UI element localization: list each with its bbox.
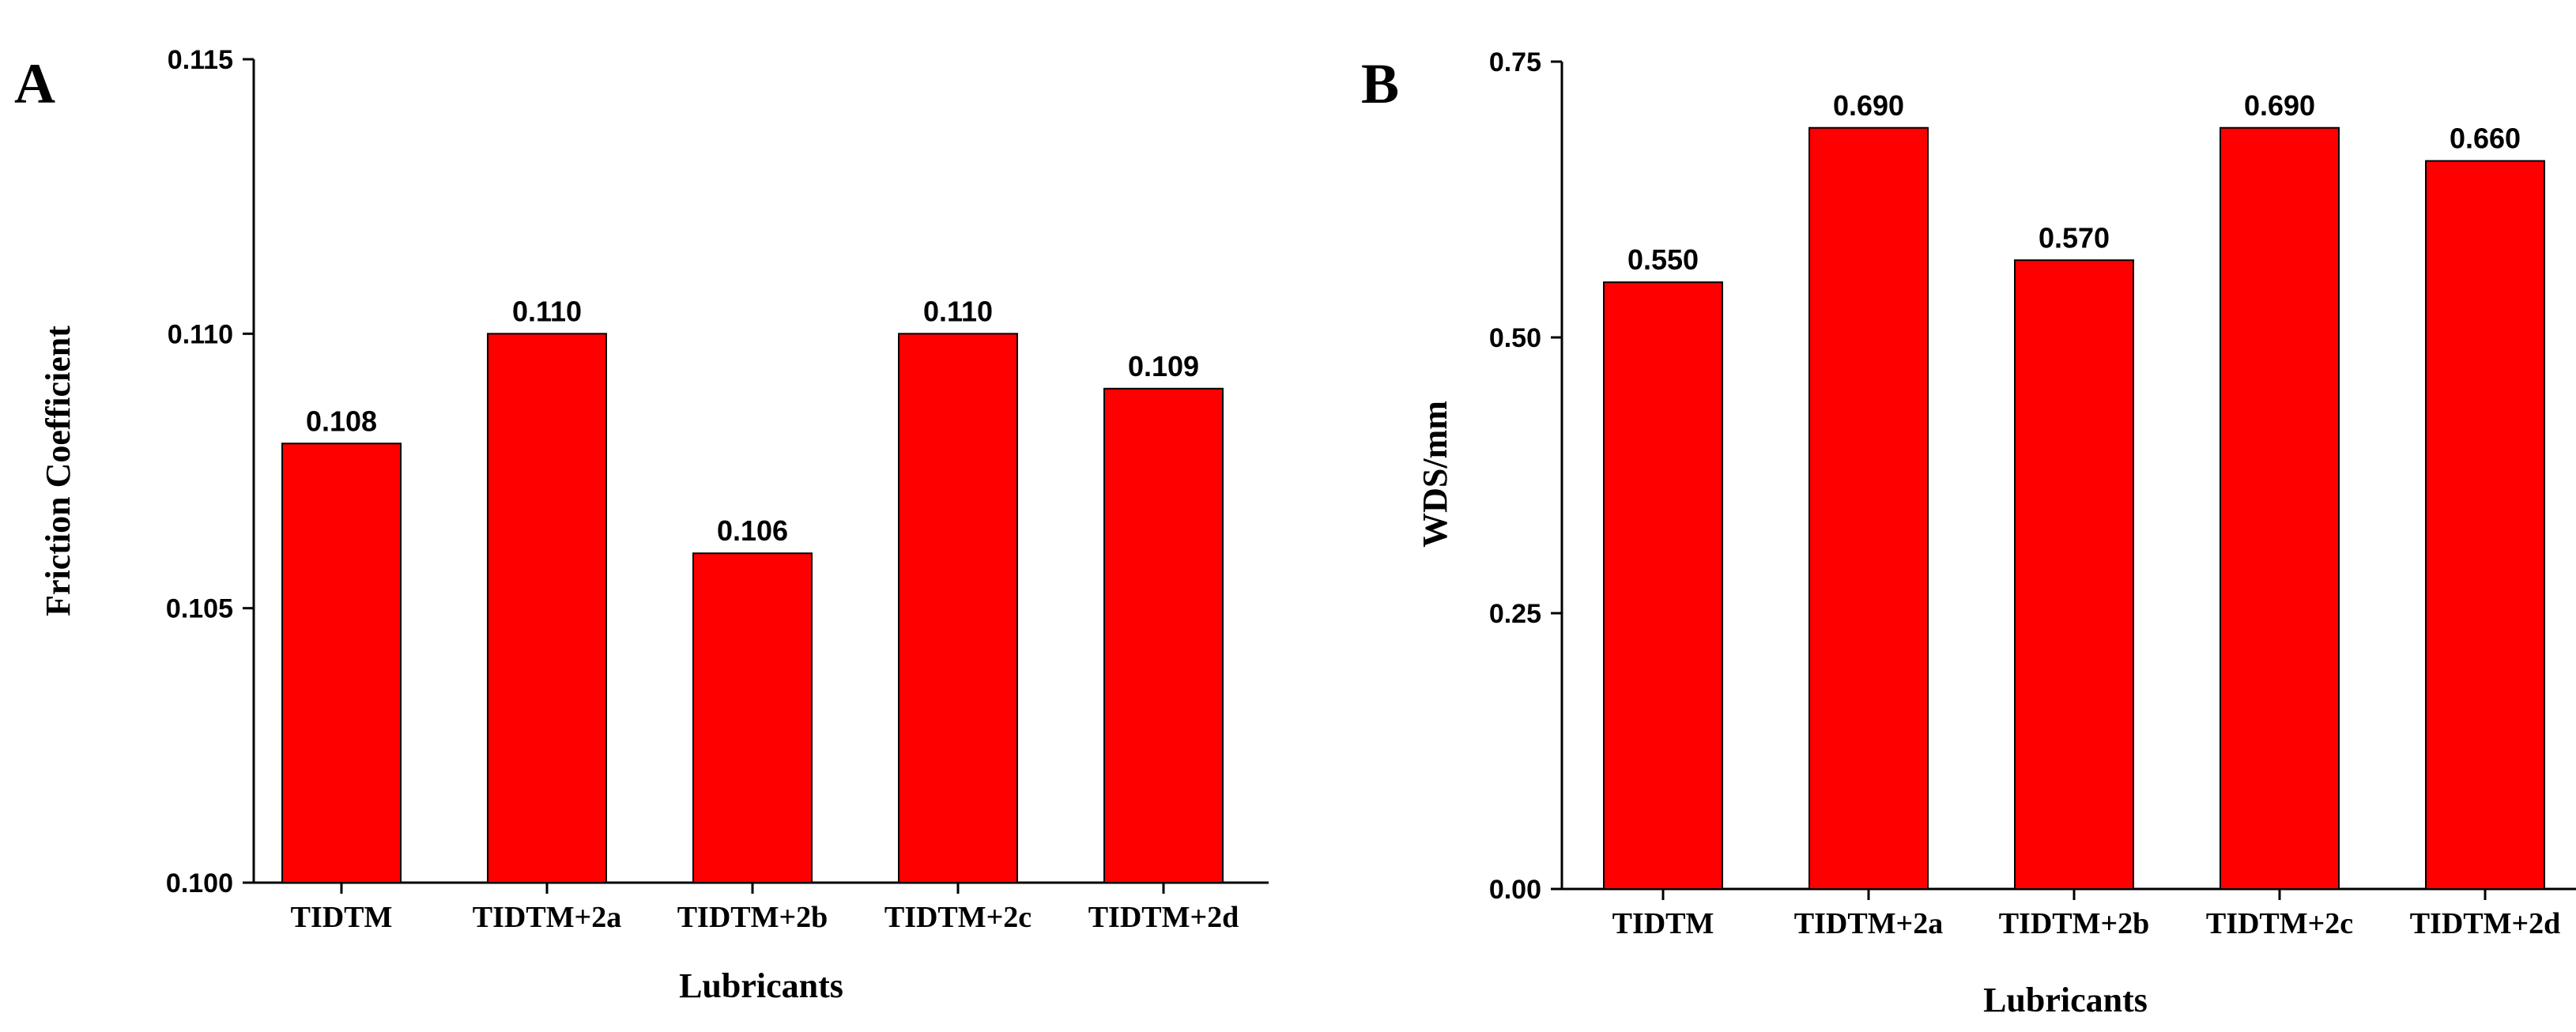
y-tick-label-b: 0.00 (1489, 875, 1541, 905)
data-label-b-4: 0.690 (2244, 89, 2315, 122)
y-axis-title-a: Friction Coefficient (39, 326, 77, 616)
x-axis-title-a: Lubricants (679, 966, 843, 1005)
x-tick-label-a-2: TIDTM+2a (473, 901, 621, 934)
chart-panel-b: B 0.000.250.500.75 0.5500.6900.5700.6900… (1361, 47, 2576, 1019)
y-tick-label-a: 0.115 (168, 45, 233, 75)
bar-a-4 (898, 333, 1018, 884)
y-tick-label-a: 0.110 (168, 319, 233, 349)
x-tick-label-b-4: TIDTM+2c (2206, 907, 2353, 940)
bar-a-1 (281, 443, 402, 883)
y-tick-label-a: 0.105 (166, 594, 233, 624)
bar-a-5 (1103, 387, 1224, 883)
data-label-b-5: 0.660 (2450, 122, 2521, 155)
x-tick-label-b-5: TIDTM+2d (2410, 907, 2561, 940)
panel-letter-a: A (14, 52, 55, 115)
data-label-a-3: 0.106 (717, 514, 788, 547)
x-tick-label-b-3: TIDTM+2b (1999, 907, 2150, 940)
y-tick-label-b: 0.50 (1489, 323, 1541, 353)
data-label-b-1: 0.550 (1627, 243, 1699, 276)
bar-a-2 (487, 333, 607, 884)
x-tick-label-b-1: TIDTM (1612, 907, 1714, 940)
data-label-a-2: 0.110 (512, 295, 582, 327)
y-tick-label-b: 0.25 (1489, 599, 1541, 629)
bar-b-5 (2425, 160, 2545, 890)
x-tick-label-b-2: TIDTM+2a (1794, 907, 1943, 940)
bar-b-4 (2220, 126, 2340, 890)
data-label-a-5: 0.109 (1128, 350, 1199, 382)
x-ticks-b: TIDTM TIDTM+2a TIDTM+2b TIDTM+2c TIDTM+2d (1612, 889, 2561, 940)
data-label-a-4: 0.110 (923, 295, 993, 327)
bar-b-1 (1603, 281, 1723, 890)
y-tick-label-b: 0.75 (1489, 47, 1541, 77)
x-tick-label-a-3: TIDTM+2b (677, 901, 828, 934)
y-ticks-a: 0.100 0.105 0.110 0.115 (166, 45, 254, 898)
x-axis-title-b: Lubricants (1983, 981, 2148, 1019)
x-tick-label-a-5: TIDTM+2d (1088, 901, 1239, 934)
data-label-a-1: 0.108 (306, 405, 377, 437)
x-tick-label-a-1: TIDTM (291, 901, 393, 934)
data-label-b-3: 0.570 (2039, 221, 2110, 254)
bar-a-3 (692, 552, 813, 883)
y-axis-title-b: WDS/mm (1416, 401, 1454, 548)
data-label-b-2: 0.690 (1833, 89, 1904, 122)
y-tick-label-a: 0.100 (166, 868, 233, 898)
x-tick-label-a-4: TIDTM+2c (884, 901, 1032, 934)
panel-letter-b: B (1361, 52, 1399, 115)
bars-b: 0.550 0.690 0.570 0.690 0.660 (1603, 89, 2545, 890)
bar-b-3 (2014, 259, 2134, 890)
y-ticks-b: 0.00 0.25 0.50 0.75 (1489, 47, 1562, 905)
x-ticks-a: TIDTM TIDTM+2a TIDTM+2b TIDTM+2c TIDTM+2d (291, 883, 1239, 934)
bars-a: 0.108 0.110 0.106 0.110 0.109 (281, 295, 1224, 884)
bar-b-2 (1808, 126, 1929, 890)
